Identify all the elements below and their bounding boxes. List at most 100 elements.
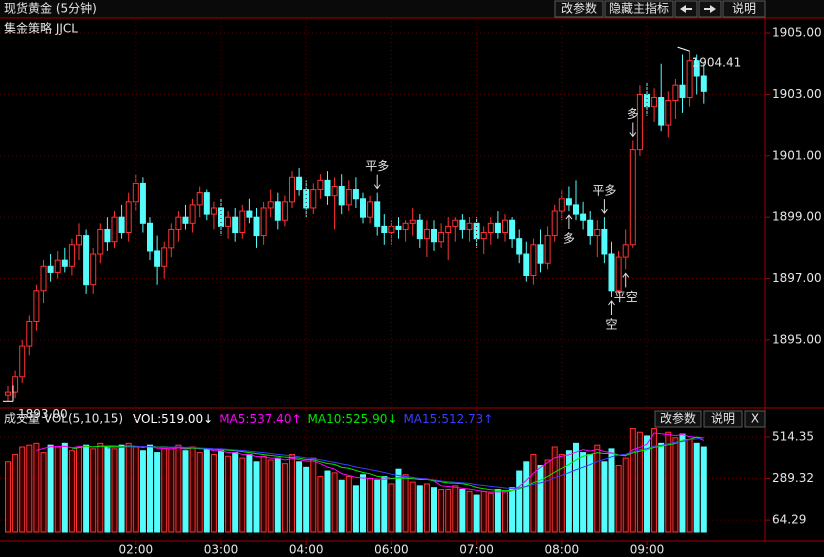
candle-body	[90, 253, 97, 286]
candle-body	[452, 219, 459, 227]
candle-body	[601, 228, 608, 255]
button-label[interactable]: 隐藏主指标	[609, 1, 669, 16]
volume-bar	[210, 453, 217, 533]
volume-bar	[338, 479, 345, 533]
candle-body	[565, 198, 572, 206]
volume-bar	[352, 485, 359, 533]
volume-bar	[296, 461, 303, 533]
candle-body	[5, 391, 11, 396]
volume-bar	[622, 457, 629, 533]
candle-body	[644, 93, 650, 108]
arrow-left-button[interactable]	[674, 0, 698, 18]
signal-label: 平多	[592, 184, 616, 198]
candle-body	[139, 182, 146, 224]
readout: MA15:512.73↑	[403, 412, 493, 426]
volume-bar	[253, 461, 260, 533]
volume-bar	[700, 446, 707, 533]
volume-bar	[679, 433, 686, 533]
volume-bar	[587, 453, 594, 533]
button-label[interactable]: X	[751, 412, 759, 426]
candle-body	[700, 75, 707, 92]
button[interactable]: 隐藏主指标	[604, 0, 674, 18]
candle-body	[296, 176, 303, 191]
arrow-right-button[interactable]	[698, 0, 722, 18]
button-label[interactable]: 改参数	[561, 1, 597, 16]
signal-label: 空	[605, 317, 617, 331]
button[interactable]: 改参数	[554, 0, 604, 18]
candle-body	[466, 222, 473, 230]
ma-line	[107, 437, 704, 489]
signal-label: 平多	[365, 159, 389, 173]
candle-body	[338, 185, 345, 206]
candle-body	[431, 228, 437, 243]
candle-body	[132, 182, 139, 203]
button[interactable]: 说明	[722, 0, 766, 18]
volume-bar	[452, 485, 459, 533]
candle-body	[438, 232, 445, 243]
volume-bar	[459, 489, 466, 533]
volume-bar	[537, 464, 544, 533]
candle-body	[68, 244, 75, 267]
candle-body	[402, 222, 409, 230]
volume-bar	[402, 474, 409, 533]
y-tick-label: 64.29	[772, 513, 806, 527]
volume-bar	[324, 470, 331, 533]
candle-body	[12, 376, 19, 393]
volume-bar	[431, 487, 437, 533]
button-label[interactable]: 说明	[732, 1, 756, 16]
candle-body	[274, 201, 281, 221]
volume-bar	[125, 442, 132, 533]
volume-bar	[218, 450, 224, 533]
volume-bar	[203, 448, 210, 533]
candle-body	[310, 189, 317, 209]
button-label[interactable]: 说明	[711, 411, 735, 426]
volume-bar	[544, 459, 551, 533]
volume-bar	[601, 461, 608, 533]
candle-body	[523, 253, 530, 276]
volume-bar	[381, 476, 388, 533]
button[interactable]: X	[744, 410, 766, 428]
candle-body	[622, 244, 629, 258]
candle-body	[494, 222, 501, 234]
high-marker	[677, 46, 690, 52]
volume-bar	[68, 450, 75, 533]
volume-bar	[360, 474, 366, 533]
volume-bar	[317, 476, 324, 533]
candle-body	[147, 222, 153, 252]
candle-body	[161, 247, 168, 267]
volume-bar	[189, 446, 196, 533]
candle-body	[189, 204, 196, 224]
volume-bar	[551, 446, 558, 533]
x-tick-label: 06:00	[374, 543, 409, 557]
candle-body	[388, 225, 395, 234]
signal-arrow	[608, 300, 615, 315]
volume-bar	[509, 487, 516, 533]
low-label: 1893.00	[18, 407, 68, 421]
candle-body	[651, 96, 658, 108]
candle-body	[61, 259, 68, 267]
button[interactable]: 改参数	[654, 410, 702, 428]
button-label[interactable]: 改参数	[660, 411, 696, 426]
volume-bar	[516, 470, 523, 533]
volume-bar	[111, 448, 118, 533]
candle-body	[409, 219, 416, 224]
volume-bar	[267, 459, 274, 533]
candle-body	[580, 213, 587, 221]
signal-arrow	[629, 122, 637, 138]
candle-body	[608, 253, 615, 292]
volume-bar	[232, 452, 239, 533]
candle-body	[509, 219, 516, 240]
volume-bar	[672, 437, 679, 533]
volume-bar	[61, 442, 68, 533]
candle-body	[83, 235, 90, 286]
volume-bar	[303, 466, 310, 533]
candle-body	[594, 228, 601, 237]
volume-bar	[523, 461, 530, 533]
volume-bar	[494, 489, 501, 533]
volume-bar	[466, 490, 473, 533]
candle-body	[573, 204, 579, 215]
volume-bar	[644, 435, 650, 533]
candle-body	[104, 228, 111, 243]
button[interactable]: 说明	[703, 410, 743, 428]
candle-body	[395, 225, 402, 230]
